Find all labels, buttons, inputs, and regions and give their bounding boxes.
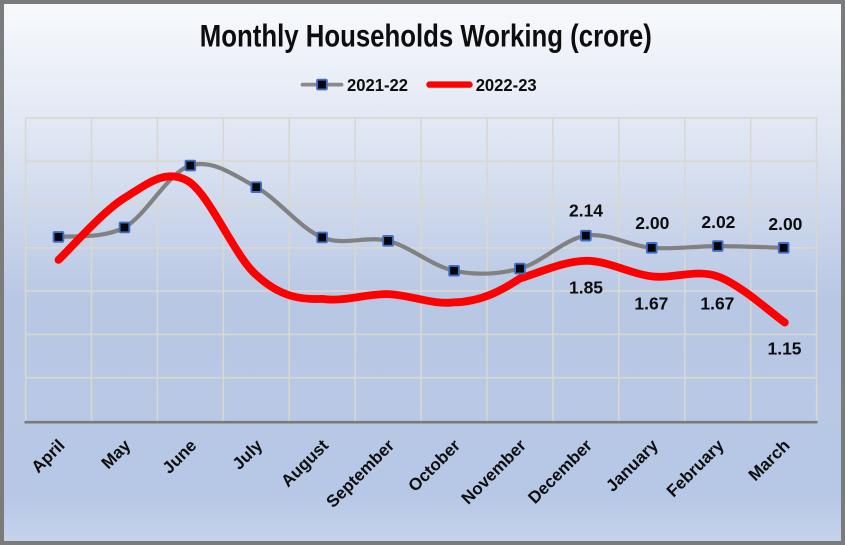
svg-text:2.02: 2.02 (701, 212, 735, 232)
svg-text:2.00: 2.00 (635, 213, 669, 233)
svg-text:1.67: 1.67 (634, 294, 668, 314)
svg-text:1.15: 1.15 (767, 338, 801, 358)
svg-text:1.67: 1.67 (700, 294, 734, 314)
svg-text:2022-23: 2022-23 (476, 75, 537, 95)
svg-text:2.14: 2.14 (569, 200, 603, 220)
svg-text:1.85: 1.85 (569, 278, 603, 298)
svg-text:2.00: 2.00 (768, 214, 802, 234)
svg-text:Monthly Households Working (cr: Monthly Households Working (crore) (200, 18, 652, 54)
svg-text:2021-22: 2021-22 (347, 75, 408, 95)
